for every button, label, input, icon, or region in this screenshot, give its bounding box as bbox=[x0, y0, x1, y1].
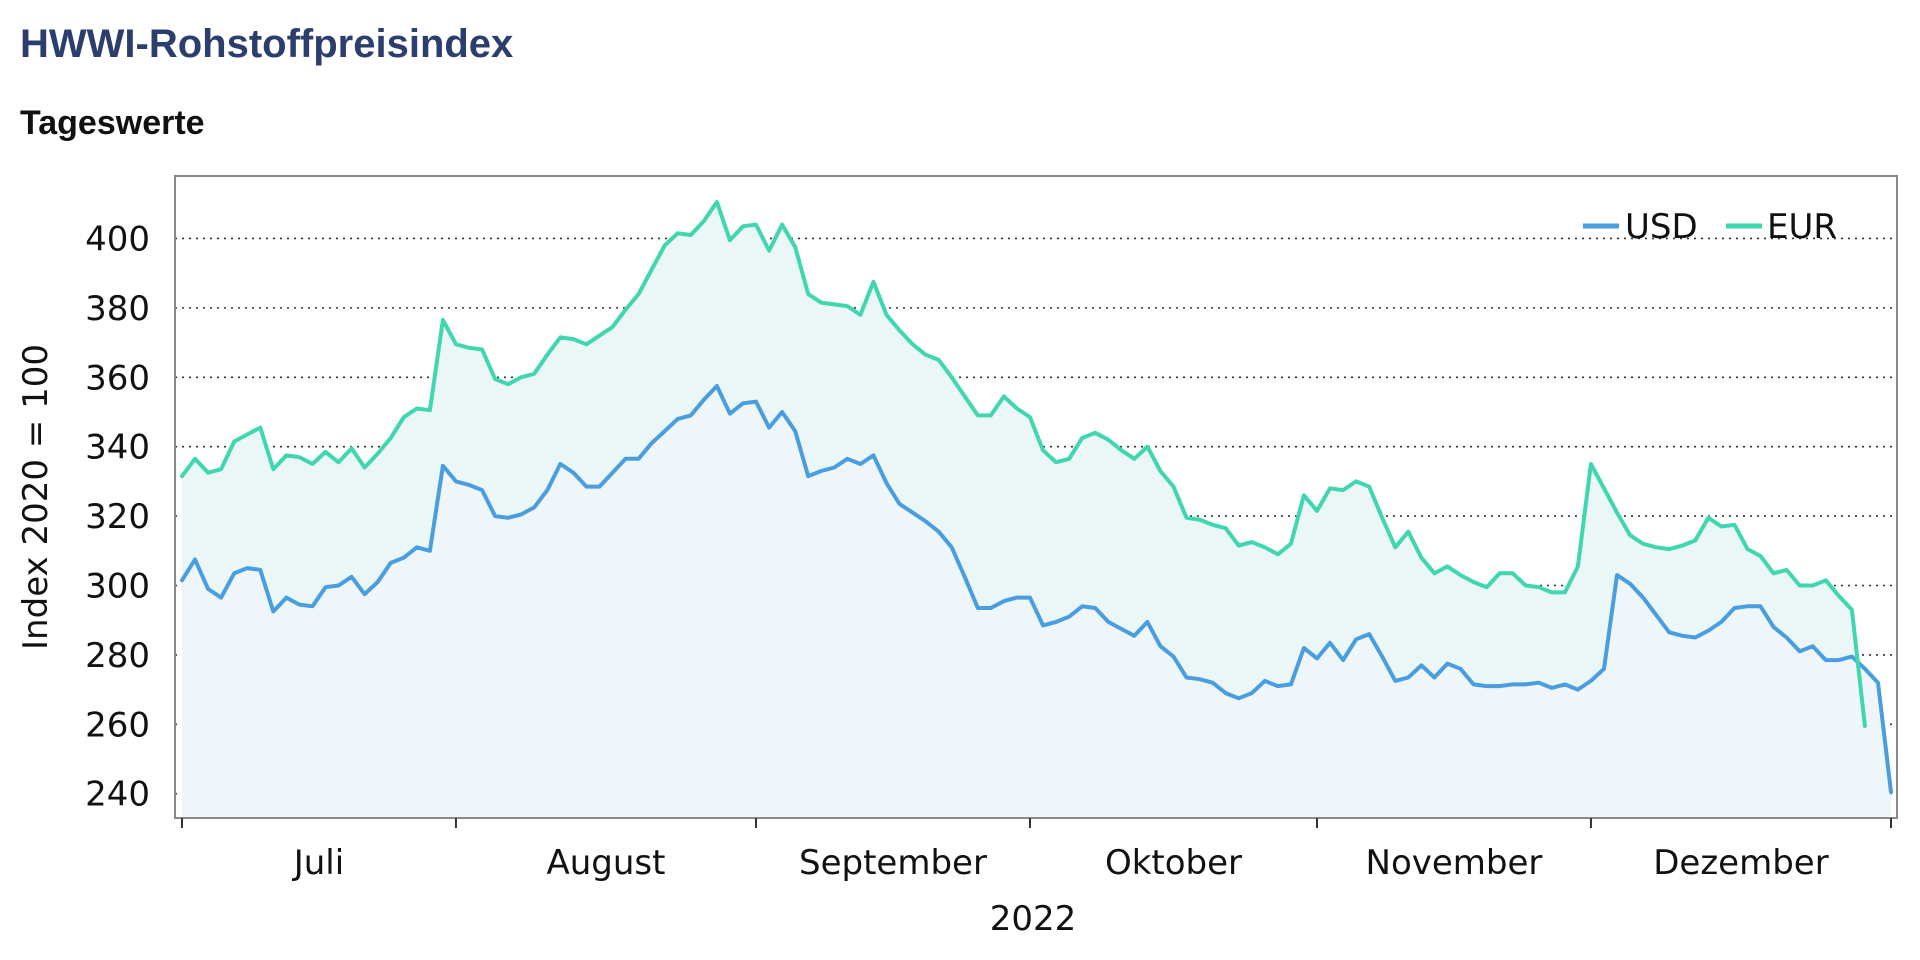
chart-title: HWWI-Rohstoffpreisindex bbox=[20, 22, 514, 66]
x-tick-label: November bbox=[1366, 843, 1543, 883]
y-tick-label: 260 bbox=[85, 705, 150, 745]
x-axis-label: 2022 bbox=[990, 899, 1077, 939]
x-axis-ticks: Juli August September Oktober November Dezemb… bbox=[181, 818, 1892, 883]
area-fills bbox=[182, 202, 1891, 818]
series-line-eur bbox=[180, 200, 1867, 728]
y-tick-label: 300 bbox=[85, 566, 150, 606]
y-tick-label: 280 bbox=[85, 636, 150, 676]
legend-label-usd: USD bbox=[1625, 207, 1698, 247]
y-tick-label: 360 bbox=[85, 358, 150, 398]
y-tick-label: 240 bbox=[85, 775, 150, 815]
area-usd bbox=[182, 386, 1891, 818]
x-tick-label: Oktober bbox=[1105, 843, 1242, 883]
plot-frame bbox=[174, 175, 1898, 819]
chart-subtitle: Tageswerte bbox=[20, 104, 205, 142]
series-lines bbox=[180, 200, 1893, 794]
x-tick-label: Dezember bbox=[1653, 843, 1828, 883]
x-tick-label: Juli bbox=[292, 843, 344, 883]
x-tick-label: August bbox=[546, 843, 665, 883]
series-line-usd bbox=[180, 384, 1893, 794]
y-axis-label: Index 2020 = 100 bbox=[16, 344, 56, 650]
y-axis-ticks: 240 260 280 300 320 340 360 380 400 bbox=[85, 219, 150, 814]
y-tick-label: 400 bbox=[85, 219, 150, 259]
legend: USD EUR bbox=[1583, 207, 1837, 247]
y-tick-label: 340 bbox=[85, 428, 150, 468]
y-tick-label: 320 bbox=[85, 497, 150, 537]
x-tick-label: September bbox=[799, 843, 987, 883]
y-tick-label: 380 bbox=[85, 289, 150, 329]
legend-label-eur: EUR bbox=[1767, 207, 1837, 247]
